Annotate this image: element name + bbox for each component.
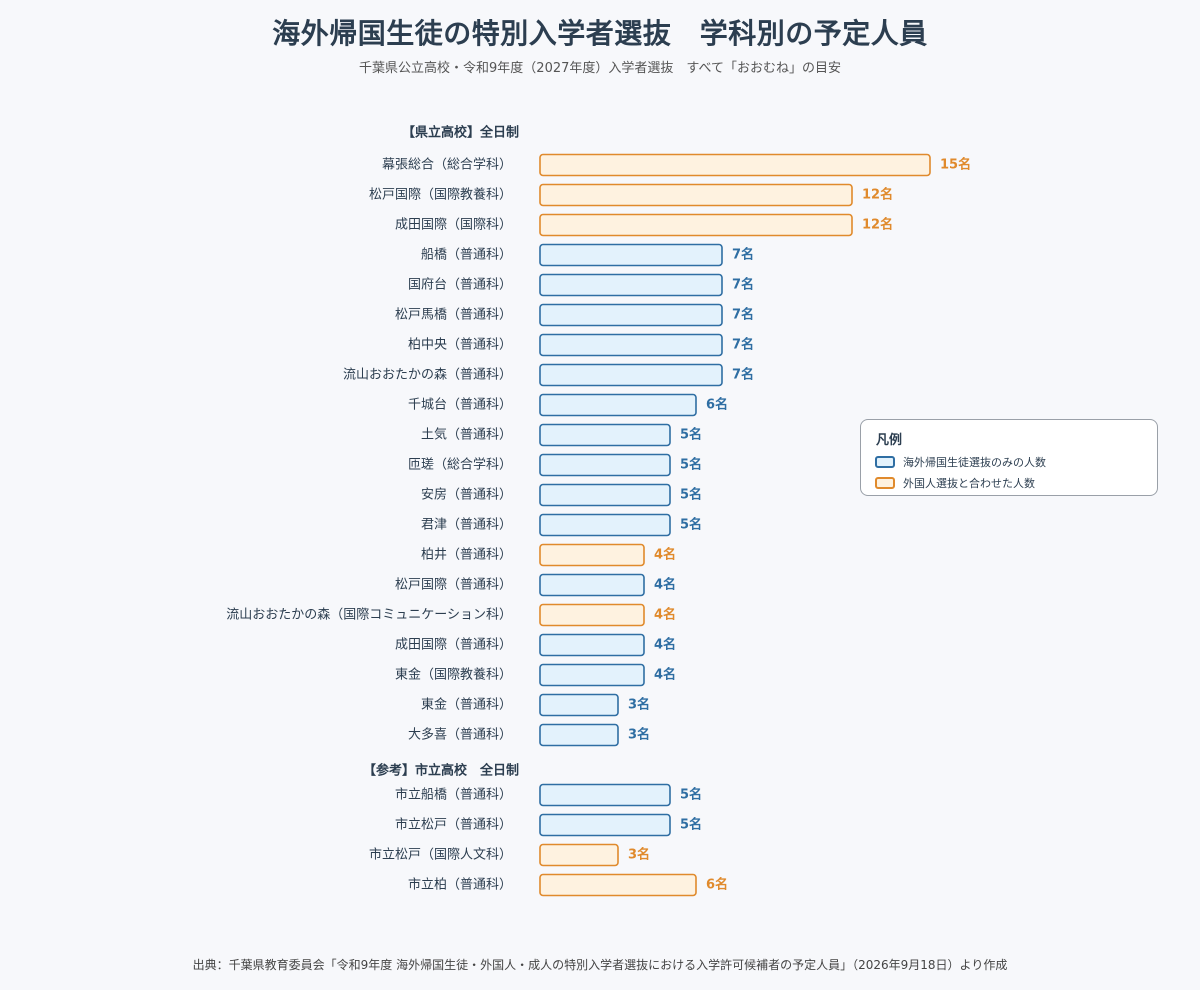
group-heading: 【県立高校】全日制 xyxy=(402,125,519,141)
data-label: 5名 xyxy=(680,817,702,833)
data-label: 7名 xyxy=(732,307,754,323)
category-label: 市立柏（普通科） xyxy=(408,877,512,893)
category-label: 東金（普通科） xyxy=(421,697,512,713)
legend-label-returnee: 海外帰国生徒選抜のみの人数 xyxy=(903,456,1046,469)
bar xyxy=(539,273,723,297)
data-label: 6名 xyxy=(706,877,728,893)
data-label: 3名 xyxy=(628,847,650,863)
bar xyxy=(539,873,697,897)
chart-title: 海外帰国生徒の特別入学者選抜 学科別の予定人員 xyxy=(272,17,928,50)
data-label: 4名 xyxy=(654,667,676,683)
bar xyxy=(539,513,671,537)
legend-label-combined: 外国人選抜と合わせた人数 xyxy=(903,477,1035,490)
legend-title: 凡例 xyxy=(876,433,903,448)
category-label: 市立松戸（普通科） xyxy=(395,817,512,833)
source-note: 出典：千葉県教育委員会「令和9年度 海外帰国生徒・外国人・成人の特別入学者選抜に… xyxy=(192,958,1008,972)
category-label: 松戸馬橋（普通科） xyxy=(395,308,512,323)
data-label: 3名 xyxy=(628,697,650,713)
data-label: 7名 xyxy=(732,367,754,383)
bar xyxy=(539,603,645,627)
data-label: 7名 xyxy=(732,337,754,353)
chart-subtitle: 千葉県公立高校・令和9年度（2027年度）入学者選抜 すべて「おおむね」の目安 xyxy=(359,61,841,76)
category-label: 柏中央（普通科） xyxy=(408,338,512,353)
category-label: 千城台（普通科） xyxy=(408,398,512,413)
data-label: 4名 xyxy=(654,607,676,623)
category-label: 大多喜（普通科） xyxy=(408,727,512,743)
data-label: 12名 xyxy=(862,217,893,233)
legend-swatch-blue xyxy=(875,456,895,468)
legend-swatch-orange xyxy=(875,477,895,489)
category-label: 幕張総合（総合学科） xyxy=(382,157,512,173)
bar xyxy=(539,393,697,417)
group-heading: 【参考】市立高校 全日制 xyxy=(363,763,519,779)
category-label: 柏井（普通科） xyxy=(421,548,512,563)
bar xyxy=(539,693,619,717)
data-label: 4名 xyxy=(654,637,676,653)
category-label: 松戸国際（国際教養科） xyxy=(369,187,512,203)
data-label: 5名 xyxy=(680,457,702,473)
bar xyxy=(539,573,645,597)
data-label: 3名 xyxy=(628,727,650,743)
bar xyxy=(539,363,723,387)
category-label: 流山おおたかの森（国際コミュニケーション科） xyxy=(226,608,512,623)
bar xyxy=(539,153,931,177)
data-label: 6名 xyxy=(706,397,728,413)
category-label: 東金（国際教養科） xyxy=(395,667,512,683)
category-label: 国府台（普通科） xyxy=(408,278,512,293)
legend: 凡例 海外帰国生徒選抜のみの人数 外国人選抜と合わせた人数 xyxy=(860,419,1158,496)
category-label: 市立船橋（普通科） xyxy=(395,787,512,803)
category-label: 成田国際（国際科） xyxy=(395,218,512,233)
data-label: 4名 xyxy=(654,547,676,563)
data-label: 12名 xyxy=(862,187,893,203)
category-label: 市立松戸（国際人文科） xyxy=(369,847,512,863)
category-label: 成田国際（普通科） xyxy=(395,638,512,653)
category-label: 松戸国際（普通科） xyxy=(395,578,512,593)
data-label: 5名 xyxy=(680,487,702,503)
bar xyxy=(539,423,671,447)
bar xyxy=(539,843,619,867)
data-label: 7名 xyxy=(732,277,754,293)
data-label: 5名 xyxy=(680,427,702,443)
bar xyxy=(539,183,853,207)
bar xyxy=(539,213,853,237)
bar xyxy=(539,243,723,267)
legend-item-returnee: 海外帰国生徒選抜のみの人数 xyxy=(875,453,1046,471)
category-label: 流山おおたかの森（普通科） xyxy=(343,368,512,383)
category-label: 船橋（普通科） xyxy=(421,248,512,263)
data-label: 5名 xyxy=(680,517,702,533)
data-label: 5名 xyxy=(680,787,702,803)
category-label: 土気（普通科） xyxy=(421,427,512,443)
data-label: 7名 xyxy=(732,247,754,263)
bar xyxy=(539,723,619,747)
legend-item-combined: 外国人選抜と合わせた人数 xyxy=(875,474,1035,492)
bar xyxy=(539,783,671,807)
category-label: 安房（普通科） xyxy=(421,487,512,503)
bar xyxy=(539,333,723,357)
bar xyxy=(539,483,671,507)
bar xyxy=(539,303,723,327)
category-label: 匝瑳（総合学科） xyxy=(408,457,512,473)
bar xyxy=(539,453,671,477)
bar xyxy=(539,543,645,567)
bar xyxy=(539,633,645,657)
category-label: 君津（普通科） xyxy=(421,518,512,533)
data-label: 15名 xyxy=(940,157,971,173)
data-label: 4名 xyxy=(654,577,676,593)
bar xyxy=(539,813,671,837)
bar xyxy=(539,663,645,687)
